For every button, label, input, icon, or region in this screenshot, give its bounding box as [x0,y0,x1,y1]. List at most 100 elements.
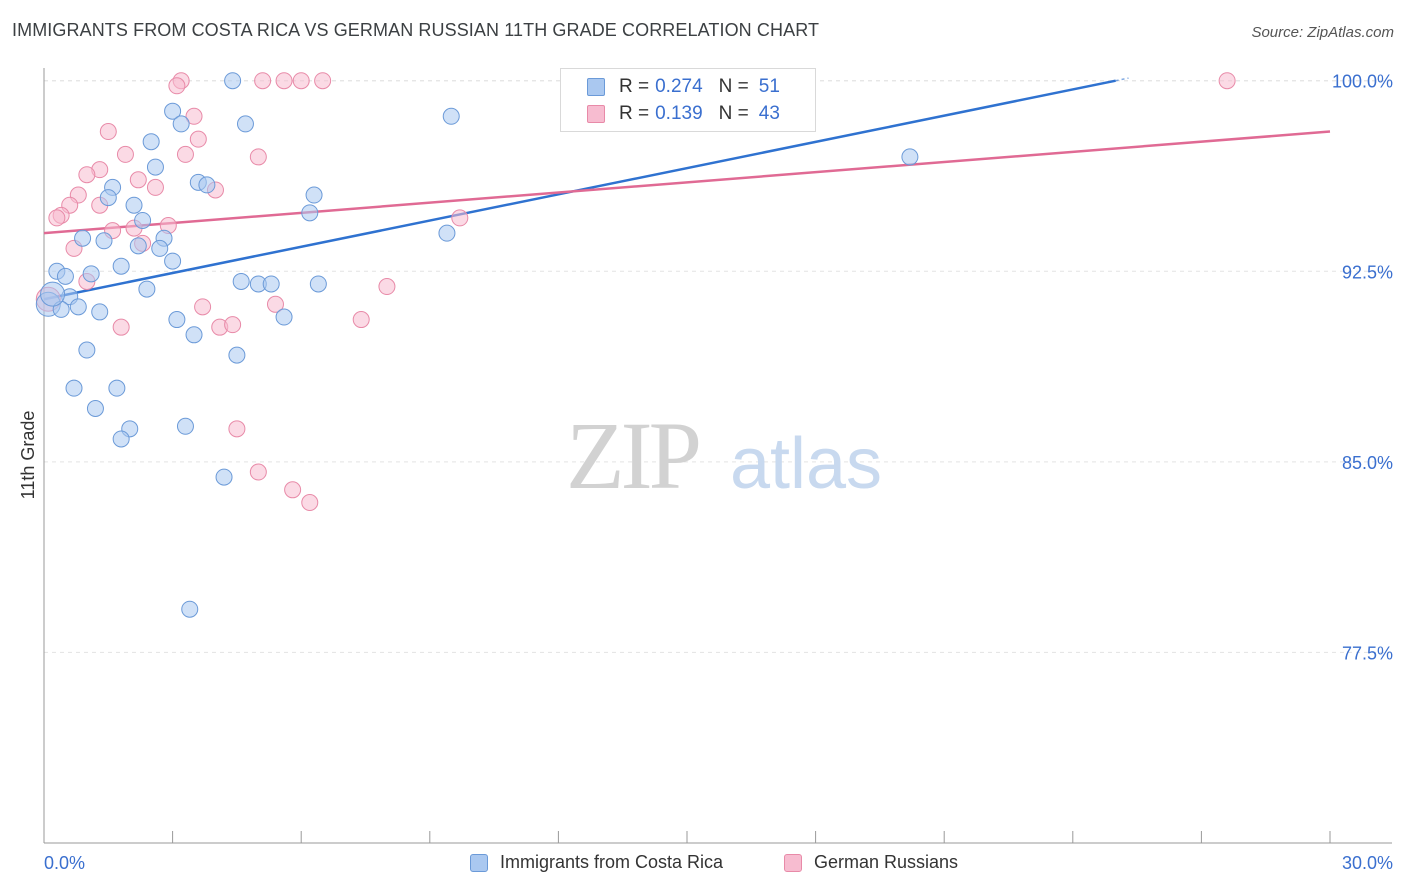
point-costa-rica [172,115,190,133]
y-tick-label: 100.0% [1332,72,1393,92]
stats-n-value-blue: 51 [758,76,780,97]
point-german-russians [228,420,246,438]
source-label: Source: ZipAtlas.com [1251,24,1394,41]
point-costa-rica [65,379,83,397]
point-german-russians [378,278,396,296]
x-tick-label-min: 0.0% [44,853,85,873]
point-german-russians [78,166,96,184]
point-costa-rica [228,346,246,364]
legend-item-costa-rica[interactable]: Immigrants from Costa Rica [470,852,723,873]
point-german-russians [249,463,267,481]
point-costa-rica [69,298,87,316]
point-german-russians [48,209,66,227]
point-costa-rica [86,399,104,417]
point-costa-rica [185,326,203,344]
stats-swatch-pink [587,105,605,123]
stats-swatch-blue [587,78,605,96]
point-german-russians [112,318,130,336]
point-costa-rica [164,102,182,120]
point-costa-rica [224,72,242,90]
stats-n-label: N = [718,76,749,97]
y-tick-label: 92.5% [1342,262,1393,282]
y-tick-label: 77.5% [1342,643,1393,663]
stats-r-label: R = [619,76,650,97]
point-costa-rica [442,107,460,125]
stats-r-value-pink: 0.139 [655,103,703,124]
point-costa-rica [129,237,147,255]
point-costa-rica [74,229,92,247]
point-costa-rica [176,417,194,435]
point-costa-rica [168,311,186,329]
point-costa-rica [275,308,293,326]
point-costa-rica [438,224,456,242]
watermark: ZIP atlas [566,402,882,509]
point-german-russians [451,209,469,227]
point-german-russians [189,130,207,148]
trend-line-german-russians [43,130,1331,235]
point-german-russians [1218,72,1236,90]
point-costa-rica [215,468,233,486]
chart-title: IMMIGRANTS FROM COSTA RICA VS GERMAN RUS… [12,20,820,40]
point-costa-rica [95,232,113,250]
trend-lines [43,77,1331,301]
watermark-zip: ZIP [566,402,699,509]
stats-n-label: N = [718,103,749,124]
point-costa-rica [142,133,160,151]
point-costa-rica [40,281,66,307]
point-german-russians [116,145,134,163]
point-costa-rica [181,600,199,618]
point-german-russians [194,298,212,316]
point-german-russians [185,107,203,125]
point-costa-rica [134,211,152,229]
x-tick-label-max: 30.0% [1342,853,1393,873]
data-points [35,72,1236,618]
point-costa-rica [305,186,323,204]
point-costa-rica [112,257,130,275]
point-german-russians [249,148,267,166]
point-costa-rica [901,148,919,166]
point-german-russians [146,178,164,196]
point-german-russians [254,72,272,90]
y-tick-label: 85.0% [1342,453,1393,473]
axes [43,68,1392,844]
point-costa-rica [198,176,216,194]
point-german-russians [99,123,117,141]
point-costa-rica [125,196,143,214]
point-costa-rica [112,430,130,448]
stats-r-value-blue: 0.274 [655,76,703,97]
point-german-russians [292,72,310,90]
tick-labels: 77.5% 85.0% 92.5% 100.0% 0.0% 30.0% [44,72,1393,873]
legend: Immigrants from Costa Rica German Russia… [0,846,1406,882]
point-german-russians [352,311,370,329]
point-german-russians [176,145,194,163]
stats-row-blue: R = 0.274 N = 51 [587,75,780,99]
point-costa-rica [138,280,156,298]
stats-box: R = 0.274 N = 51 R = 0.139 N = 43 [560,68,816,132]
point-german-russians [224,316,242,334]
legend-swatch-blue [470,853,488,872]
point-costa-rica [78,341,96,359]
stats-n-value-pink: 43 [758,103,780,124]
point-german-russians [301,494,319,512]
point-costa-rica [309,275,327,293]
point-costa-rica [301,204,319,222]
point-german-russians [284,481,302,499]
legend-label-german-russians: German Russians [814,852,959,872]
point-costa-rica [99,189,117,207]
point-costa-rica [232,272,250,290]
point-costa-rica [82,265,100,283]
point-costa-rica [262,275,280,293]
point-costa-rica [236,115,254,133]
point-costa-rica [108,379,126,397]
point-german-russians [129,171,147,189]
y-axis-label: 11th Grade [18,411,38,500]
point-german-russians [314,72,332,90]
legend-label-costa-rica: Immigrants from Costa Rica [500,852,724,872]
legend-item-german-russians[interactable]: German Russians [784,852,958,873]
stats-r-label: R = [619,103,650,124]
point-costa-rica [164,252,182,270]
stats-row-pink: R = 0.139 N = 43 [587,102,780,126]
watermark-atlas: atlas [730,424,882,504]
point-costa-rica [91,303,109,321]
